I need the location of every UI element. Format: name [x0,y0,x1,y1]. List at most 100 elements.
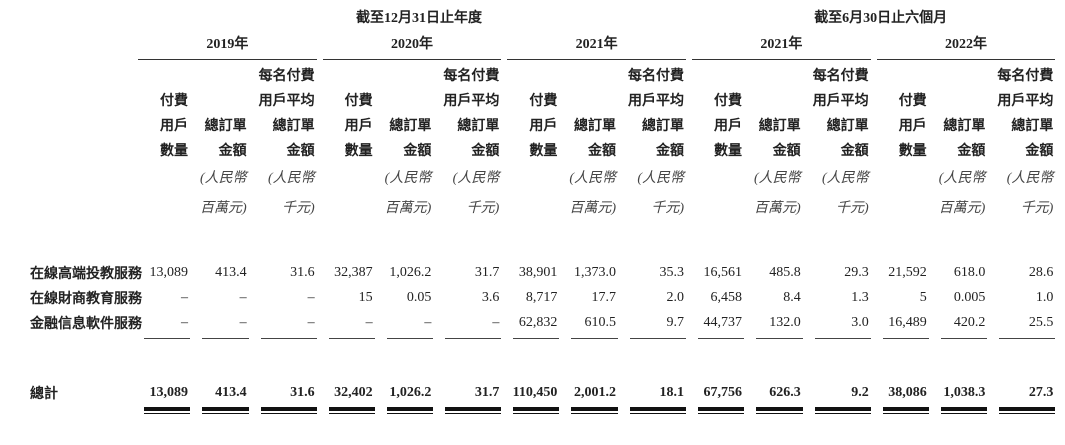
column-header [696,62,754,87]
column-header: 每名付費 [997,68,1054,84]
total-value: 27.3 [1028,385,1054,400]
column-header: 用戶平均 [997,93,1054,109]
spacer [30,137,142,162]
column-header [939,62,998,87]
column-header: 每名付費 [258,68,315,84]
double-underline-segment [259,407,327,414]
total-value: 9.2 [851,385,869,400]
unit-label: (人民幣 [384,171,432,186]
unit-label: (人民幣 [268,171,315,186]
spacer [30,407,142,414]
column-header: 用戶 [160,118,188,134]
subtotal-underline-segment [628,335,696,341]
total-value: 31.7 [474,385,500,400]
unit-label: 百萬元) [938,201,986,216]
total-value: 13,089 [149,385,189,400]
column-header: 金額 [588,143,617,159]
double-underline-segment [569,407,628,414]
table-row: 金融信息軟件服務 – – – – – – 62,832 610.5 9.7 44,737 132.0 3… [30,310,1065,335]
unit-label [142,192,200,222]
double-underline [30,407,1065,414]
unit-label: (人民幣 [1006,171,1054,186]
unit-label [881,192,939,222]
cell-value: 8.4 [783,289,801,305]
column-header: 數量 [529,143,558,159]
column-header: 用戶 [529,118,558,134]
double-underline-segment [200,407,259,414]
year-header: 2019年 [138,30,327,62]
double-underline-segment [939,407,998,414]
column-header: 總訂單 [943,118,986,134]
subtotal-underline-segment [142,335,200,341]
cell-value: 16,561 [703,264,743,280]
spacer [30,87,142,112]
cell-value: 3.6 [481,289,500,305]
cell-value: 3.0 [851,314,869,330]
unit-label: (人民幣 [569,171,617,186]
total-value: 1,038.3 [943,385,986,400]
unit-label: (人民幣 [637,171,685,186]
subtotal-underline-segment [696,335,754,341]
column-header: 總訂單 [574,118,617,134]
cell-value: 6,458 [710,289,743,305]
cell-value: 9.7 [666,314,685,330]
cell-value: 16,489 [888,314,927,330]
cell-value: 13,089 [149,264,189,280]
column-header: 總訂單 [389,118,432,134]
cell-value: 31.6 [290,264,315,280]
unit-label [511,192,569,222]
cell-value: 1.3 [851,289,869,305]
unit-label [142,162,200,192]
unit-label: 千元) [651,201,685,216]
column-header: 總訂單 [1011,118,1054,134]
column-header: 金額 [772,143,801,159]
column-header: 用戶平均 [443,93,500,109]
row-label: 在線高端投教服務 [30,266,142,282]
cell-value: 8,717 [525,289,558,305]
column-header-row: 付費 用戶平均 付費 用戶平均 付費 用戶平均 付費 用戶平均 付費 用戶平均 [30,87,1065,112]
cell-value: 1.0 [1035,289,1054,305]
cell-value: – [492,314,500,330]
subtotal-underline-segment [327,335,385,341]
double-underline-segment [813,407,881,414]
unit-label: (人民幣 [754,171,801,186]
total-value: 110,450 [512,385,558,400]
subtotal-underline-segment [939,335,998,341]
cell-value: 15 [358,289,373,305]
column-header: 付費 [529,93,558,109]
subtotal-underline-segment [997,335,1065,341]
subtotal-underline-segment [200,335,259,341]
unit-label [881,162,939,192]
cell-value: 618.0 [953,264,986,280]
cell-value: 28.6 [1028,264,1054,280]
double-underline-segment [628,407,696,414]
year-header: 2021年 [692,30,881,62]
double-underline-segment [327,407,385,414]
unit-label: 百萬元) [754,201,801,216]
total-value: 38,086 [888,385,927,400]
column-header: 總訂單 [642,118,685,134]
period-fy: 截至12月31日止年度 [356,11,482,26]
unit-label: (人民幣 [452,171,500,186]
column-header [327,62,385,87]
unit-label [327,162,385,192]
column-header [569,62,628,87]
total-value: 32,402 [334,385,373,400]
cell-value: 0.05 [406,289,432,305]
spacer [30,192,142,222]
double-underline-segment [142,407,200,414]
year-label: 2019年 [138,33,317,60]
double-underline-segment [385,407,444,414]
cell-value: 420.2 [953,314,986,330]
total-value: 18.1 [659,385,685,400]
column-header: 用戶 [714,118,743,134]
column-header-row: 數量 金額 金額 數量 金額 金額 數量 金額 金額 數量 金額 金額 數量 金額 金額 [30,137,1065,162]
column-header [385,62,444,87]
column-header: 每名付費 [628,68,685,84]
unit-label: 百萬元) [384,201,432,216]
year-label: 2022年 [876,33,1056,60]
total-value: 2,001.2 [574,385,617,400]
subtotal-underline-segment [569,335,628,341]
unit-label [696,162,754,192]
column-header: 金額 [840,143,869,159]
